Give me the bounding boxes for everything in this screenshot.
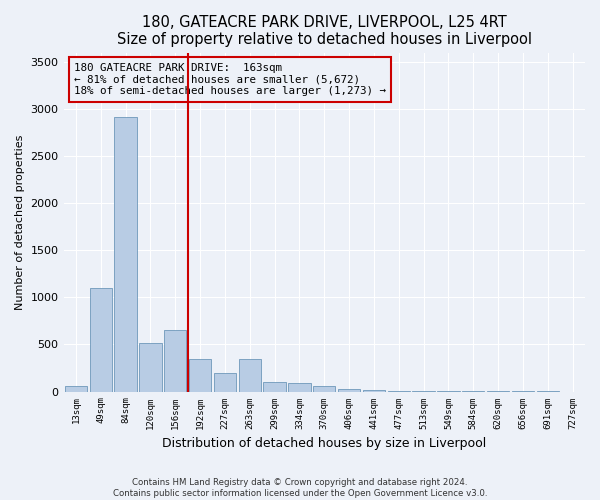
Bar: [89, 288, 112, 392]
Bar: [363, 390, 385, 392]
Bar: [288, 382, 311, 392]
Bar: [388, 391, 410, 392]
Bar: [139, 342, 161, 392]
Bar: [65, 386, 87, 392]
Bar: [263, 382, 286, 392]
Bar: [239, 359, 261, 392]
Text: Contains HM Land Registry data © Crown copyright and database right 2024.
Contai: Contains HM Land Registry data © Crown c…: [113, 478, 487, 498]
Bar: [189, 359, 211, 392]
Bar: [313, 386, 335, 392]
Text: 180 GATEACRE PARK DRIVE:  163sqm
← 81% of detached houses are smaller (5,672)
18: 180 GATEACRE PARK DRIVE: 163sqm ← 81% of…: [74, 63, 386, 96]
Title: 180, GATEACRE PARK DRIVE, LIVERPOOL, L25 4RT
Size of property relative to detach: 180, GATEACRE PARK DRIVE, LIVERPOOL, L25…: [117, 15, 532, 48]
Bar: [338, 388, 360, 392]
Bar: [164, 330, 187, 392]
Bar: [214, 372, 236, 392]
X-axis label: Distribution of detached houses by size in Liverpool: Distribution of detached houses by size …: [162, 437, 487, 450]
Bar: [115, 116, 137, 392]
Y-axis label: Number of detached properties: Number of detached properties: [15, 134, 25, 310]
